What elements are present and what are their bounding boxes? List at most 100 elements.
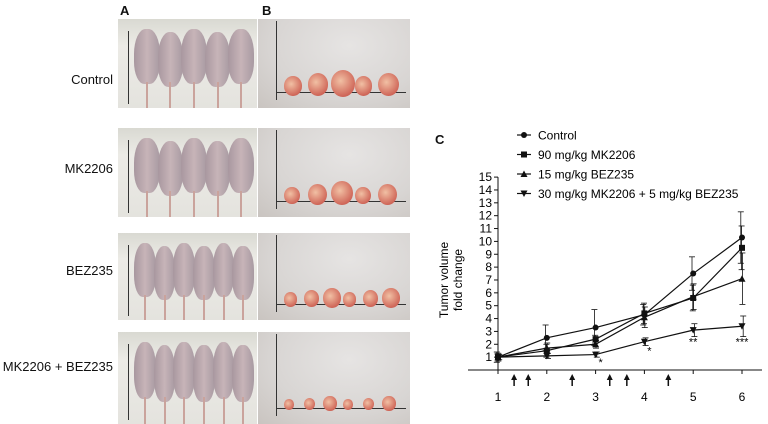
data-point	[494, 354, 502, 361]
row-label-combination: MK2206 + BEZ235	[2, 359, 113, 374]
mouse	[157, 32, 184, 88]
x-tick-label: 1	[495, 390, 502, 404]
tumors-photo	[258, 19, 410, 108]
tumor	[331, 181, 354, 206]
tumor	[323, 396, 337, 411]
significance-label: ***	[736, 337, 750, 349]
mouse	[153, 345, 176, 403]
legend-marker	[520, 170, 528, 177]
legend-marker	[521, 151, 527, 158]
data-point	[640, 338, 648, 346]
mouse-tail	[163, 397, 166, 424]
mouse-tail	[145, 82, 148, 108]
mouse	[212, 342, 235, 400]
data-point	[543, 334, 550, 341]
tumors-photo	[258, 128, 410, 217]
x-tick-label: 5	[690, 390, 697, 404]
treatment-arrowhead-icon	[511, 374, 518, 380]
series-line	[497, 247, 743, 358]
series-3	[494, 315, 747, 361]
treatment-arrowhead-icon	[606, 374, 613, 380]
mouse-tail	[183, 397, 186, 424]
tumor	[362, 290, 378, 308]
tumor	[284, 292, 297, 307]
mouse	[134, 342, 156, 400]
tumor	[354, 186, 371, 205]
mouse	[134, 138, 160, 194]
series-1	[494, 225, 745, 362]
mouse	[212, 243, 235, 297]
legend-marker	[521, 132, 527, 138]
mouse	[181, 138, 207, 194]
tumor	[378, 73, 400, 97]
tumors-photo	[258, 233, 410, 320]
ruler-vertical	[276, 130, 277, 209]
data-point	[592, 324, 599, 331]
legend-marker	[520, 190, 528, 197]
data-point	[543, 344, 551, 352]
treatment-arrowhead-icon	[623, 374, 630, 380]
mouse	[134, 29, 160, 85]
tumor	[284, 399, 294, 410]
data-point	[592, 340, 600, 348]
y-tick-label: 10	[479, 234, 493, 248]
y-tick-label: 4	[485, 312, 492, 326]
mouse	[173, 342, 195, 400]
tumor	[343, 292, 356, 307]
tumor	[307, 73, 329, 97]
tumor	[382, 396, 396, 411]
y-tick-label: 12	[479, 209, 493, 223]
mouse-tail	[240, 191, 243, 217]
row-label-control: Control	[71, 72, 113, 87]
series-2	[494, 252, 746, 362]
mouse	[232, 345, 254, 403]
mouse-tail	[240, 82, 243, 108]
legend-label: 30 mg/kg MK2206 + 5 mg/kg BEZ235	[538, 187, 739, 201]
ruler-horizontal	[276, 304, 406, 305]
mouse	[153, 246, 176, 300]
data-point	[738, 275, 746, 282]
x-tick-label: 2	[543, 390, 550, 404]
ruler-horizontal	[276, 408, 406, 409]
panel-label-b: B	[262, 3, 272, 18]
mouse	[193, 246, 215, 300]
tumor	[354, 76, 373, 96]
y-tick-label: 2	[485, 337, 492, 351]
mouse-tail	[143, 295, 146, 320]
mice-photo	[118, 19, 257, 108]
mouse-tail	[202, 295, 205, 320]
row-label-bez235: BEZ235	[66, 263, 113, 278]
y-tick-label: 13	[479, 196, 493, 210]
ruler	[128, 140, 129, 213]
y-axis-label-line: fold change	[451, 249, 465, 311]
y-tick-label: 8	[485, 260, 492, 274]
tumors-photo	[258, 332, 410, 424]
tumor	[362, 397, 375, 411]
significance-label: *	[598, 357, 603, 369]
ruler-vertical	[276, 235, 277, 312]
y-tick-label: 3	[485, 324, 492, 338]
mouse-tail	[222, 295, 225, 320]
data-point	[592, 351, 600, 359]
tumor	[378, 183, 398, 205]
series-line	[497, 278, 743, 358]
significance-label: *	[647, 346, 652, 358]
mouse-tail	[216, 191, 219, 217]
mouse-tail	[143, 397, 146, 424]
mouse-tail	[242, 295, 245, 320]
tumor	[303, 397, 316, 411]
series-line	[497, 325, 743, 358]
data-point	[592, 336, 599, 343]
x-tick-label: 6	[739, 390, 746, 404]
y-tick-label: 15	[479, 170, 493, 184]
x-tick-label: 3	[592, 390, 599, 404]
ruler-vertical	[276, 334, 277, 416]
data-point	[690, 270, 697, 277]
y-tick-label: 1	[485, 350, 492, 364]
tumor	[382, 288, 400, 308]
tumor	[323, 288, 341, 308]
mouse	[232, 246, 254, 300]
mouse	[173, 243, 195, 297]
tumor	[331, 70, 356, 97]
data-point	[739, 244, 745, 251]
